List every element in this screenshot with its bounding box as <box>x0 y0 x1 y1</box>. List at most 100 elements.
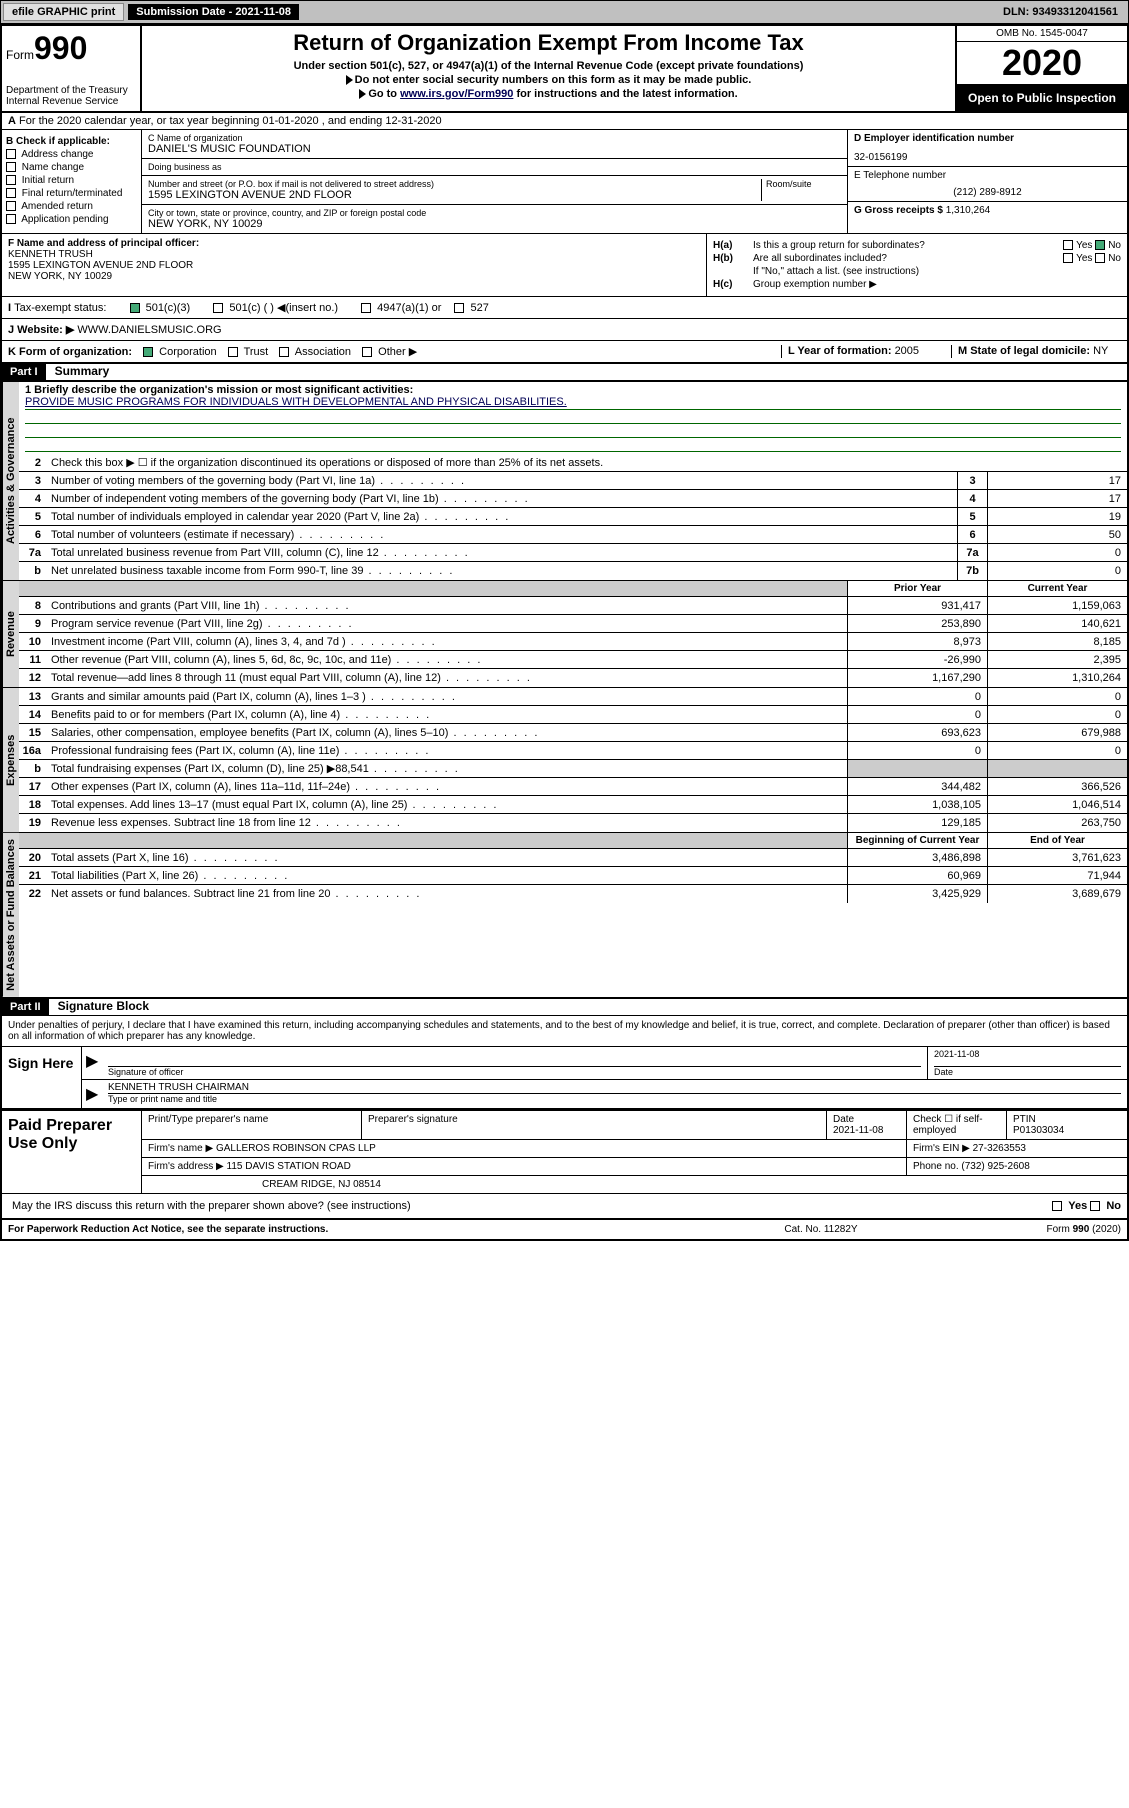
checkbox-item: Name change <box>6 162 137 173</box>
website-label: J Website: ▶ <box>8 324 74 336</box>
irs-link[interactable]: www.irs.gov/Form990 <box>400 88 513 100</box>
section-net-assets: Net Assets or Fund Balances Beginning of… <box>2 833 1127 999</box>
table-row: 16aProfessional fundraising fees (Part I… <box>19 742 1127 760</box>
sig-date-label: Date <box>934 1067 1121 1077</box>
col-h-group: H(a) Is this a group return for subordin… <box>707 234 1127 296</box>
header-left: Form990 Department of the Treasury Inter… <box>2 26 142 111</box>
table-row: 4Number of independent voting members of… <box>19 490 1127 508</box>
revenue-body: Prior Year Current Year 8Contributions a… <box>19 581 1127 687</box>
table-row: 20Total assets (Part X, line 16)3,486,89… <box>19 849 1127 867</box>
q1-blank-line <box>25 424 1121 438</box>
prep-sig-label: Preparer's signature <box>362 1111 827 1139</box>
col-f-officer: F Name and address of principal officer:… <box>2 234 707 296</box>
efile-button[interactable]: efile GRAPHIC print <box>3 3 124 21</box>
topbar: efile GRAPHIC print Submission Date - 20… <box>0 0 1129 24</box>
h-c-row: H(c) Group exemption number ▶ <box>713 279 1121 290</box>
hb-text: Are all subordinates included? <box>753 253 1021 264</box>
checkbox-icon[interactable] <box>279 347 289 357</box>
prep-date: Date2021-11-08 <box>827 1111 907 1139</box>
prep-line-addr: Firm's address ▶ 115 DAVIS STATION ROAD … <box>142 1158 1127 1176</box>
hc-label: H(c) <box>713 279 753 290</box>
ha-yn: Yes No <box>1021 240 1121 251</box>
checkbox-icon[interactable] <box>361 303 371 313</box>
checkbox-icon[interactable] <box>1090 1201 1100 1211</box>
prep-self-employed: Check ☐ if self-employed <box>907 1111 1007 1139</box>
prep-name-label: Print/Type preparer's name <box>142 1111 362 1139</box>
arrow-icon: ▶ <box>82 1047 102 1079</box>
checkbox-icon[interactable] <box>1063 253 1073 263</box>
checkbox-checked-icon[interactable] <box>1095 240 1105 250</box>
dba-label: Doing business as <box>148 162 841 172</box>
declaration-text: Under penalties of perjury, I declare th… <box>2 1016 1127 1047</box>
b-label: B Check if applicable: <box>6 136 137 147</box>
yes-label: Yes <box>1068 1200 1087 1212</box>
prep-ein: Firm's EIN ▶ 27-3263553 <box>907 1140 1127 1157</box>
checkbox-icon[interactable] <box>6 201 16 211</box>
tax-year: 2020 <box>957 42 1127 85</box>
checkbox-checked-icon[interactable] <box>143 347 153 357</box>
prep-line-firm: Firm's name ▶ GALLEROS ROBINSON CPAS LLP… <box>142 1140 1127 1158</box>
prep-firm: Firm's name ▶ GALLEROS ROBINSON CPAS LLP <box>142 1140 907 1157</box>
gross-label: G Gross receipts $ <box>854 205 946 216</box>
checkbox-icon[interactable] <box>6 188 16 198</box>
row-i-tax-status: I Tax-exempt status: 501(c)(3) 501(c) ( … <box>2 297 1127 319</box>
sig-officer-field[interactable]: Signature of officer <box>102 1047 927 1079</box>
opt-4947: 4947(a)(1) or <box>377 302 441 314</box>
checkbox-icon[interactable] <box>1063 240 1073 250</box>
checkbox-item: Amended return <box>6 201 137 212</box>
table-row: 13Grants and similar amounts paid (Part … <box>19 688 1127 706</box>
form-title: Return of Organization Exempt From Incom… <box>150 30 947 56</box>
vert-revenue-label: Revenue <box>2 581 19 687</box>
checkbox-icon[interactable] <box>362 347 372 357</box>
checkbox-icon[interactable] <box>6 175 16 185</box>
arrow-icon: ▶ <box>82 1080 102 1108</box>
section-b-c-d: B Check if applicable: Address change Na… <box>2 130 1127 234</box>
submission-date: Submission Date - 2021-11-08 <box>128 4 299 20</box>
checkbox-checked-icon[interactable] <box>130 303 140 313</box>
checkbox-icon[interactable] <box>228 347 238 357</box>
hb-yn: Yes No <box>1021 253 1121 264</box>
hc-text: Group exemption number ▶ <box>753 279 1121 290</box>
checkbox-icon[interactable] <box>454 303 464 313</box>
current-year-hdr: Current Year <box>987 581 1127 596</box>
part-2-title: Signature Block <box>52 997 155 1015</box>
city-value: NEW YORK, NY 10029 <box>148 218 841 230</box>
form-990-number: 990 <box>34 30 87 66</box>
section-revenue: Revenue Prior Year Current Year 8Contrib… <box>2 581 1127 688</box>
col-b-checkboxes: B Check if applicable: Address change Na… <box>2 130 142 233</box>
org-name: DANIEL'S MUSIC FOUNDATION <box>148 143 841 155</box>
officer-addr: 1595 LEXINGTON AVENUE 2ND FLOOR NEW YORK… <box>8 260 700 282</box>
sig-name-value: KENNETH TRUSH CHAIRMAN <box>108 1082 1121 1094</box>
triangle-icon <box>346 75 353 85</box>
ein-label: D Employer identification number <box>854 133 1014 144</box>
form-header: Form990 Department of the Treasury Inter… <box>2 26 1127 113</box>
sig-officer-label: Signature of officer <box>108 1067 921 1077</box>
room-label: Room/suite <box>766 179 841 189</box>
prior-year-hdr: Prior Year <box>847 581 987 596</box>
addr-label: Number and street (or P.O. box if mail i… <box>148 179 761 189</box>
q1-label: 1 Briefly describe the organization's mi… <box>25 384 413 396</box>
checkbox-icon[interactable] <box>1052 1201 1062 1211</box>
form-org-label: K Form of organization: <box>8 346 132 358</box>
checkbox-icon[interactable] <box>1095 253 1105 263</box>
opt-501c: 501(c) ( ) ◀(insert no.) <box>229 302 338 314</box>
preparer-label: Paid Preparer Use Only <box>2 1111 142 1193</box>
row-f-h: F Name and address of principal officer:… <box>2 234 1127 297</box>
section-expenses: Expenses 13Grants and similar amounts pa… <box>2 688 1127 833</box>
table-row: 12Total revenue—add lines 8 through 11 (… <box>19 669 1127 687</box>
table-row: 9Program service revenue (Part VIII, lin… <box>19 615 1127 633</box>
preparer-row: Paid Preparer Use Only Print/Type prepar… <box>2 1109 1127 1194</box>
checkbox-icon[interactable] <box>6 149 16 159</box>
footer: For Paperwork Reduction Act Notice, see … <box>2 1220 1127 1239</box>
hb-label: H(b) <box>713 253 753 264</box>
checkbox-icon[interactable] <box>213 303 223 313</box>
revenue-header: Prior Year Current Year <box>19 581 1127 597</box>
section-governance: Activities & Governance 1 Briefly descri… <box>2 382 1127 581</box>
no-label: No <box>1106 1200 1121 1212</box>
checkbox-icon[interactable] <box>6 162 16 172</box>
prep-phone: Phone no. (732) 925-2608 <box>907 1158 1127 1175</box>
addr-value: 1595 LEXINGTON AVENUE 2ND FLOOR <box>148 189 761 201</box>
q2-text: Check this box ▶ ☐ if the organization d… <box>47 454 1127 471</box>
checkbox-icon[interactable] <box>6 214 16 224</box>
org-name-cell: C Name of organization DANIEL'S MUSIC FO… <box>142 130 847 159</box>
